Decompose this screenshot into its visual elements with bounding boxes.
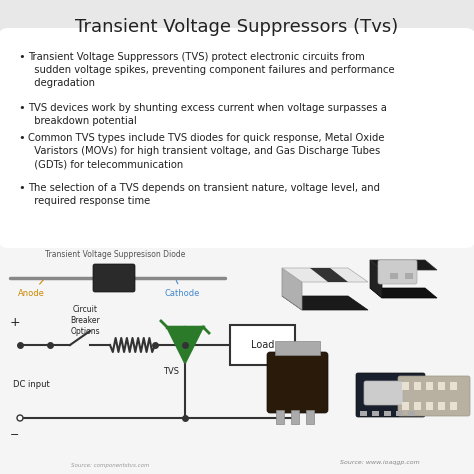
Text: •: • [18,52,25,62]
Text: •: • [18,133,25,143]
Text: Transient Voltage Suppresison Diode: Transient Voltage Suppresison Diode [45,250,185,259]
Text: TVS: TVS [163,367,179,376]
Polygon shape [370,260,382,298]
FancyBboxPatch shape [378,260,417,284]
Polygon shape [310,268,348,282]
Polygon shape [370,260,437,270]
Text: Source: www.ioaqgp.com: Source: www.ioaqgp.com [340,460,420,465]
FancyBboxPatch shape [356,373,425,417]
Text: Transient Voltage Suppressors (Tvs): Transient Voltage Suppressors (Tvs) [75,18,399,36]
FancyBboxPatch shape [93,264,135,292]
FancyBboxPatch shape [230,325,295,365]
Text: Anode: Anode [18,280,45,298]
FancyBboxPatch shape [438,402,445,410]
FancyBboxPatch shape [405,273,413,279]
FancyBboxPatch shape [398,376,470,416]
Text: •: • [18,183,25,193]
FancyBboxPatch shape [426,402,433,410]
FancyBboxPatch shape [450,402,457,410]
FancyBboxPatch shape [275,341,320,355]
Text: TVS devices work by shunting excess current when voltage surpasses a
  breakdown: TVS devices work by shunting excess curr… [28,103,387,126]
Polygon shape [282,268,368,282]
FancyBboxPatch shape [438,382,445,390]
Text: •: • [18,103,25,113]
Text: +: + [9,317,20,329]
Text: −: − [10,430,20,440]
FancyBboxPatch shape [450,382,457,390]
FancyBboxPatch shape [276,410,284,424]
FancyBboxPatch shape [364,381,403,405]
Text: The selection of a TVS depends on transient nature, voltage level, and
  require: The selection of a TVS depends on transi… [28,183,380,206]
Text: Circuit
Breaker
Options: Circuit Breaker Options [70,305,100,336]
Polygon shape [167,327,203,363]
FancyBboxPatch shape [0,245,474,474]
Polygon shape [282,296,368,310]
FancyBboxPatch shape [306,410,314,424]
Polygon shape [370,288,437,298]
FancyBboxPatch shape [408,411,415,416]
Text: Source: componentstvs.com: Source: componentstvs.com [71,463,149,468]
FancyBboxPatch shape [402,402,409,410]
FancyBboxPatch shape [396,411,403,416]
FancyBboxPatch shape [291,410,299,424]
FancyBboxPatch shape [0,28,474,248]
Text: Cathode: Cathode [165,281,201,298]
FancyBboxPatch shape [267,352,328,413]
FancyBboxPatch shape [414,402,421,410]
Polygon shape [282,268,302,310]
FancyBboxPatch shape [372,411,379,416]
FancyBboxPatch shape [426,382,433,390]
FancyBboxPatch shape [384,411,391,416]
FancyBboxPatch shape [390,273,398,279]
Circle shape [17,415,23,421]
Text: Transient Voltage Suppressors (TVS) protect electronic circuits from
  sudden vo: Transient Voltage Suppressors (TVS) prot… [28,52,395,88]
FancyBboxPatch shape [402,382,409,390]
Text: DC input: DC input [13,380,50,389]
Text: Common TVS types include TVS diodes for quick response, Metal Oxide
  Varistors : Common TVS types include TVS diodes for … [28,133,384,169]
FancyBboxPatch shape [360,411,367,416]
FancyBboxPatch shape [414,382,421,390]
Text: Load: Load [251,340,274,350]
